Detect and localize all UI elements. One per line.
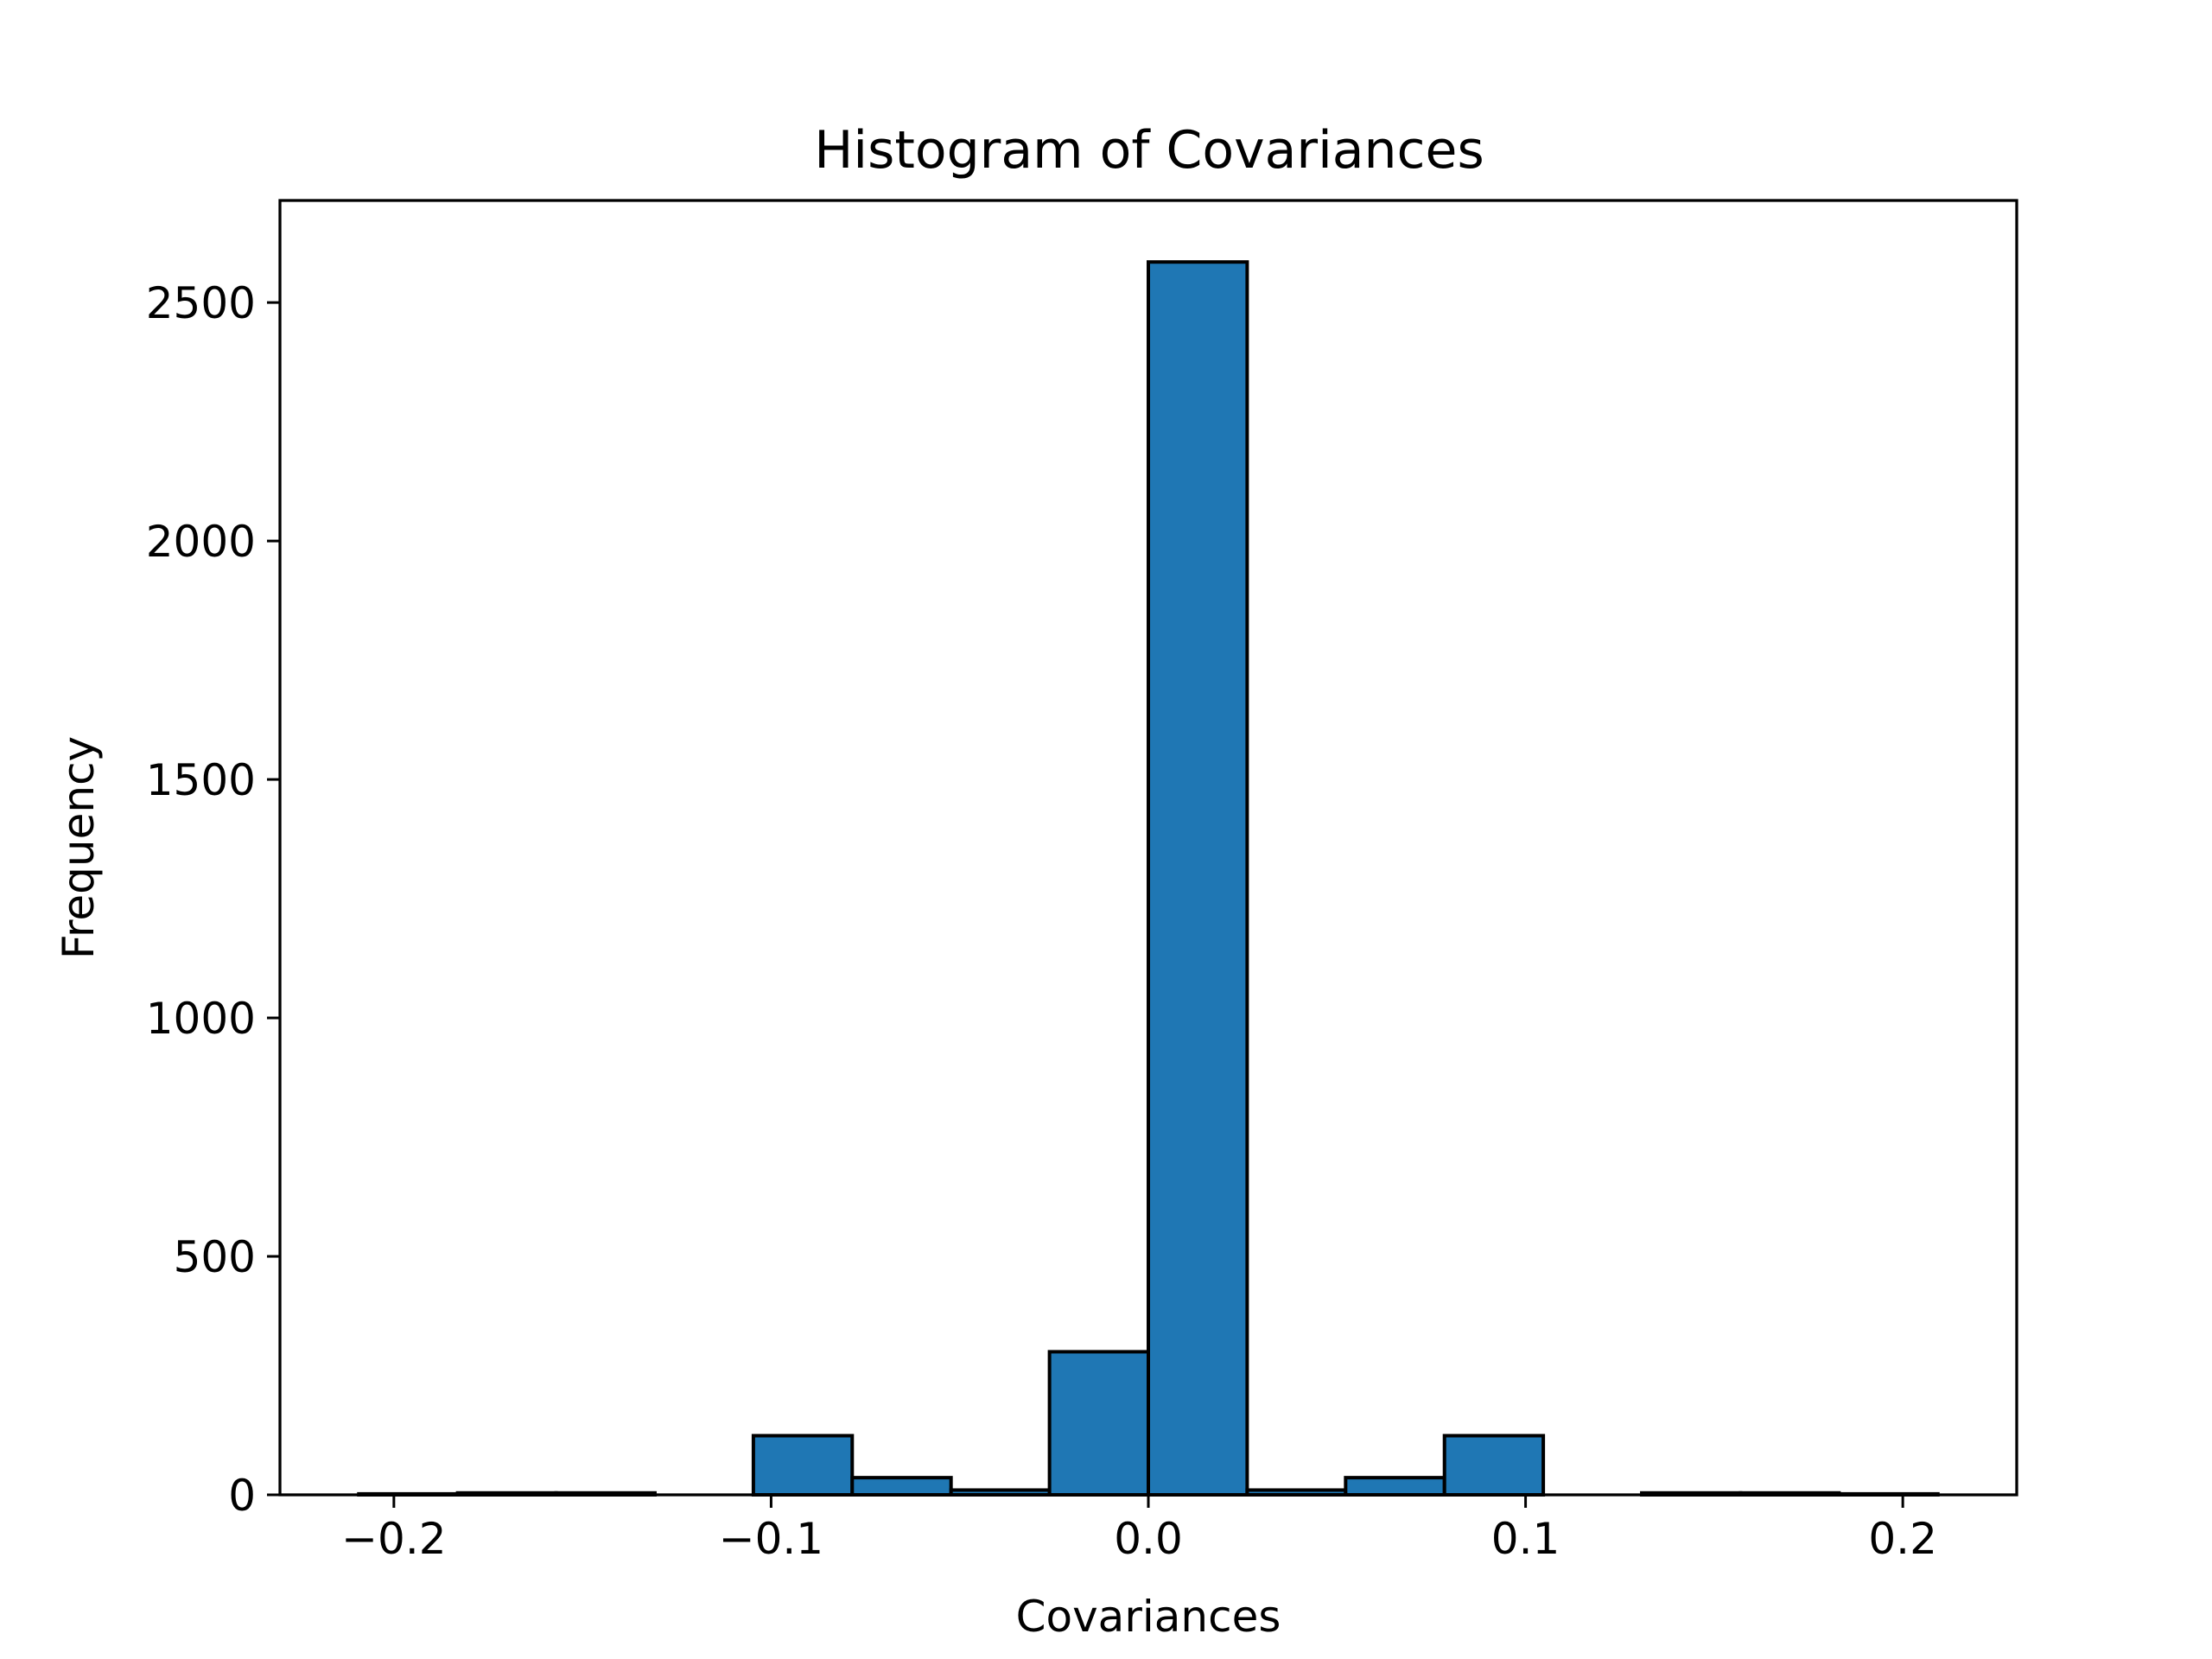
histogram-bar — [1147, 260, 1249, 1497]
histogram-bar — [850, 1476, 953, 1497]
y-axis-label: Frequency — [54, 736, 104, 959]
y-tick-label: 1500 — [146, 755, 256, 805]
histogram-bar — [1344, 1476, 1446, 1497]
bars-group — [357, 260, 1940, 1497]
x-tick-label: 0.2 — [1868, 1514, 1937, 1564]
y-tick-label: 1000 — [146, 994, 256, 1044]
x-axis-ticks: −0.2 −0.1 0.0 0.1 0.2 — [341, 1495, 1937, 1564]
x-tick-label: 0.1 — [1491, 1514, 1560, 1564]
x-axis-label: Covariances — [1016, 1592, 1281, 1642]
histogram-bar — [1047, 1350, 1150, 1497]
y-tick-label: 500 — [174, 1232, 256, 1282]
chart-title: Histogram of Covariances — [814, 120, 1484, 181]
x-tick-label: −0.1 — [719, 1514, 823, 1564]
x-tick-label: 0.0 — [1114, 1514, 1183, 1564]
y-tick-label: 2500 — [146, 278, 256, 328]
histogram-bar — [1442, 1433, 1546, 1497]
y-tick-label: 0 — [228, 1471, 256, 1521]
x-tick-label: −0.2 — [341, 1514, 446, 1564]
y-axis-ticks: 0 500 1000 1500 2000 2500 — [146, 278, 280, 1521]
histogram-bar — [751, 1433, 855, 1497]
y-tick-label: 2000 — [146, 517, 256, 567]
